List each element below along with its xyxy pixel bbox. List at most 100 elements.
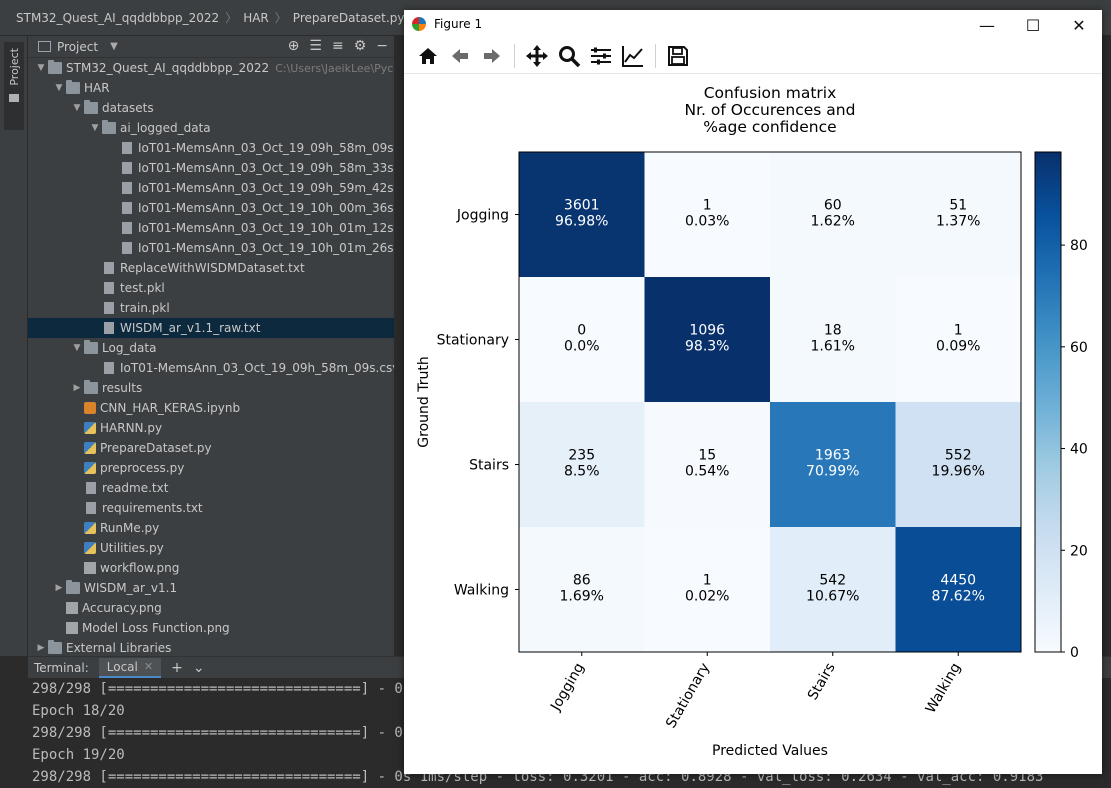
tree-item[interactable]: IoT01-MemsAnn_03_Oct_19_10h_01m_26s.csv [28,238,394,258]
tree-item[interactable]: Model Loss Function.png [28,618,394,638]
figure-title-bar[interactable]: Figure 1 — ☐ ✕ [404,10,1102,38]
tree-item-label: Accuracy.png [82,601,162,615]
tree-item[interactable]: IoT01-MemsAnn_03_Oct_19_09h_58m_33s.csv [28,158,394,178]
tree-item[interactable]: WISDM_ar_v1.1_raw.txt [28,318,394,338]
tree-item[interactable]: readme.txt [28,478,394,498]
tree-item[interactable]: ▶ WISDM_ar_v1.1 [28,578,394,598]
cell-percent-label: 70.99% [806,464,859,480]
cell-count-label: 1 [703,573,712,589]
image-file-icon [66,622,78,634]
maximize-icon[interactable]: ☐ [1025,15,1041,35]
chevron-down-icon[interactable]: ⌄ [192,659,205,676]
chevron-down-icon[interactable]: ▼ [37,63,45,73]
chevron-down-icon[interactable]: ▼ [73,103,81,113]
chevron-down-icon[interactable]: ▼ [55,83,63,93]
colorbar-tick-label: 80 [1070,238,1088,254]
tree-item-label: WISDM_ar_v1.1 [84,581,178,595]
tree-item[interactable]: IoT01-MemsAnn_03_Oct_19_09h_58m_09s.csv [28,358,394,378]
cell-count-label: 552 [945,448,972,464]
chevron-right-icon[interactable]: ▶ [55,583,63,593]
add-terminal-icon[interactable]: + [171,659,183,676]
file-icon [104,362,114,374]
project-tool-tab[interactable]: Project [4,42,24,130]
tree-item[interactable]: HARNN.py [28,418,394,438]
tree-item[interactable]: requirements.txt [28,498,394,518]
pan-icon[interactable] [525,44,549,68]
tree-item[interactable]: train.pkl [28,298,394,318]
tree-item[interactable]: ReplaceWithWISDMDataset.txt [28,258,394,278]
y-tick-labels: Jogging Stationary Stairs Walking [437,208,519,599]
close-icon[interactable]: ✕ [143,660,154,673]
breadcrumb-folder[interactable]: HAR [243,10,269,25]
tree-item[interactable]: ▼ ai_logged_data [28,118,394,138]
chevron-down-icon[interactable]: ▼ [73,343,81,353]
tree-item[interactable]: Utilities.py [28,538,394,558]
tree-item[interactable]: IoT01-MemsAnn_03_Oct_19_09h_59m_42s.csv [28,178,394,198]
tree-item[interactable]: RunMe.py [28,518,394,538]
tree-item-label: Utilities.py [100,541,164,555]
tree-item[interactable]: test.pkl [28,278,394,298]
matrix-cell [519,402,645,527]
editor-gutter [394,36,404,656]
cell-percent-label: 1.37% [936,214,980,230]
terminal-tab-local[interactable]: Local ✕ [98,657,162,678]
tree-item[interactable]: ▼ datasets [28,98,394,118]
x-tick-label: Stairs [805,660,839,703]
close-icon[interactable]: ✕ [1072,15,1086,35]
tree-item[interactable]: IoT01-MemsAnn_03_Oct_19_10h_00m_36s.csv [28,198,394,218]
cell-count-label: 15 [698,448,716,464]
back-icon[interactable] [448,44,472,68]
y-tick-label: Stairs [469,458,509,474]
figure-toolbar [404,38,1102,74]
tree-item[interactable]: ▶ External Libraries [28,638,394,656]
gear-icon[interactable]: ⚙ [353,38,367,54]
tree-item[interactable]: ▼ Log_data [28,338,394,358]
breadcrumb-project[interactable]: STM32_Quest_AI_qqddbbpp_2022 [16,10,220,25]
tree-item[interactable]: preprocess.py [28,458,394,478]
cell-count-label: 1 [954,323,963,339]
tree-item[interactable]: ▼ HAR [28,78,394,98]
cell-count-label: 3601 [564,198,600,214]
folder-icon [48,60,62,74]
colorbar-ticks: 0 20 40 60 80 [1061,238,1088,661]
tree-item-label: requirements.txt [102,501,203,515]
tree-item[interactable]: IoT01-MemsAnn_03_Oct_19_09h_58m_09s.csv [28,138,394,158]
tree-item[interactable]: CNN_HAR_KERAS.ipynb [28,398,394,418]
file-icon [86,502,96,514]
home-icon[interactable] [416,44,440,68]
tree-item-label: IoT01-MemsAnn_03_Oct_19_10h_01m_26s.csv [138,241,394,255]
project-view-selector[interactable]: Project [57,39,99,54]
minimize-icon[interactable]: — [979,15,995,35]
tree-item[interactable]: workflow.png [28,558,394,578]
configure-subplots-icon[interactable] [589,44,613,68]
tree-item-label: ai_logged_data [120,121,211,135]
zoom-icon[interactable] [557,44,581,68]
tree-item[interactable]: IoT01-MemsAnn_03_Oct_19_10h_01m_12s.csv [28,218,394,238]
matrix-cell [770,402,896,527]
locate-icon[interactable]: ⊕ [287,38,300,54]
matrix-cell [895,527,1021,652]
tree-item[interactable]: ▼ STM32_Quest_AI_qqddbbpp_2022 C:\Users\Ja… [28,58,394,78]
matrix-cell [644,277,770,402]
matrix-cell [770,277,896,402]
forward-icon[interactable] [480,44,504,68]
tree-item-label: IoT01-MemsAnn_03_Oct_19_09h_58m_09s.csv [138,141,394,155]
chevron-right-icon[interactable]: ▶ [73,383,81,393]
matrix-cell [895,402,1021,527]
hide-icon[interactable]: − [376,38,388,54]
chevron-down-icon[interactable]: ▼ [91,123,99,133]
save-icon[interactable] [666,44,690,68]
tree-item[interactable]: Accuracy.png [28,598,394,618]
tree-item[interactable]: ▶ results [28,378,394,398]
tree-item-label: IoT01-MemsAnn_03_Oct_19_10h_00m_36s.csv [138,201,394,215]
edit-axis-icon[interactable] [621,44,645,68]
chevron-down-icon[interactable]: ▼ [110,41,118,52]
cell-count-label: 4450 [940,573,976,589]
tree-item-label: WISDM_ar_v1.1_raw.txt [120,321,261,335]
breadcrumb-file[interactable]: PrepareDataset.py [292,10,405,25]
chevron-right-icon[interactable]: ▶ [37,643,45,653]
tree-item-label: ReplaceWithWISDMDataset.txt [120,261,305,275]
expand-all-icon[interactable]: ☰ [309,38,322,54]
tree-item[interactable]: PrepareDataset.py [28,438,394,458]
collapse-all-icon[interactable]: ≡ [331,38,344,54]
